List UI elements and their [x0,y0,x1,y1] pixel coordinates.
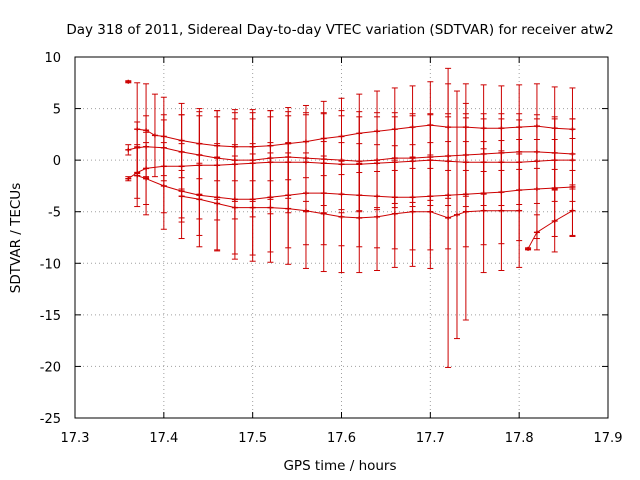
x-tick-label: 17.9 [594,431,623,446]
x-axis-label: GPS time / hours [283,458,396,474]
x-tick-label: 17.7 [416,431,445,446]
y-tick-label: -10 [40,257,61,272]
data-series [125,67,576,368]
axis-ticks: 17.3 17.4 17.5 17.6 17.7 17.8 17.9 10 5 0 -5 -10 -15… [40,51,623,446]
y-tick-label: -25 [40,412,61,427]
x-tick-label: 17.8 [505,431,534,446]
y-tick-label: 5 [53,103,61,118]
y-tick-label: 10 [44,51,61,66]
x-tick-label: 17.4 [149,431,178,446]
x-tick-label: 17.6 [327,431,356,446]
x-tick-label: 17.3 [61,431,90,446]
y-tick-label: -20 [40,360,61,375]
chart-title: Day 318 of 2011, Sidereal Day-to-day VTE… [66,22,613,38]
y-tick-label: 0 [53,154,61,169]
y-tick-label: -15 [40,309,61,324]
y-axis-label: SDTVAR / TECUs [8,183,24,293]
x-tick-label: 17.5 [238,431,267,446]
y-tick-label: -5 [48,206,61,221]
series-satellite-track-5 [178,67,576,368]
